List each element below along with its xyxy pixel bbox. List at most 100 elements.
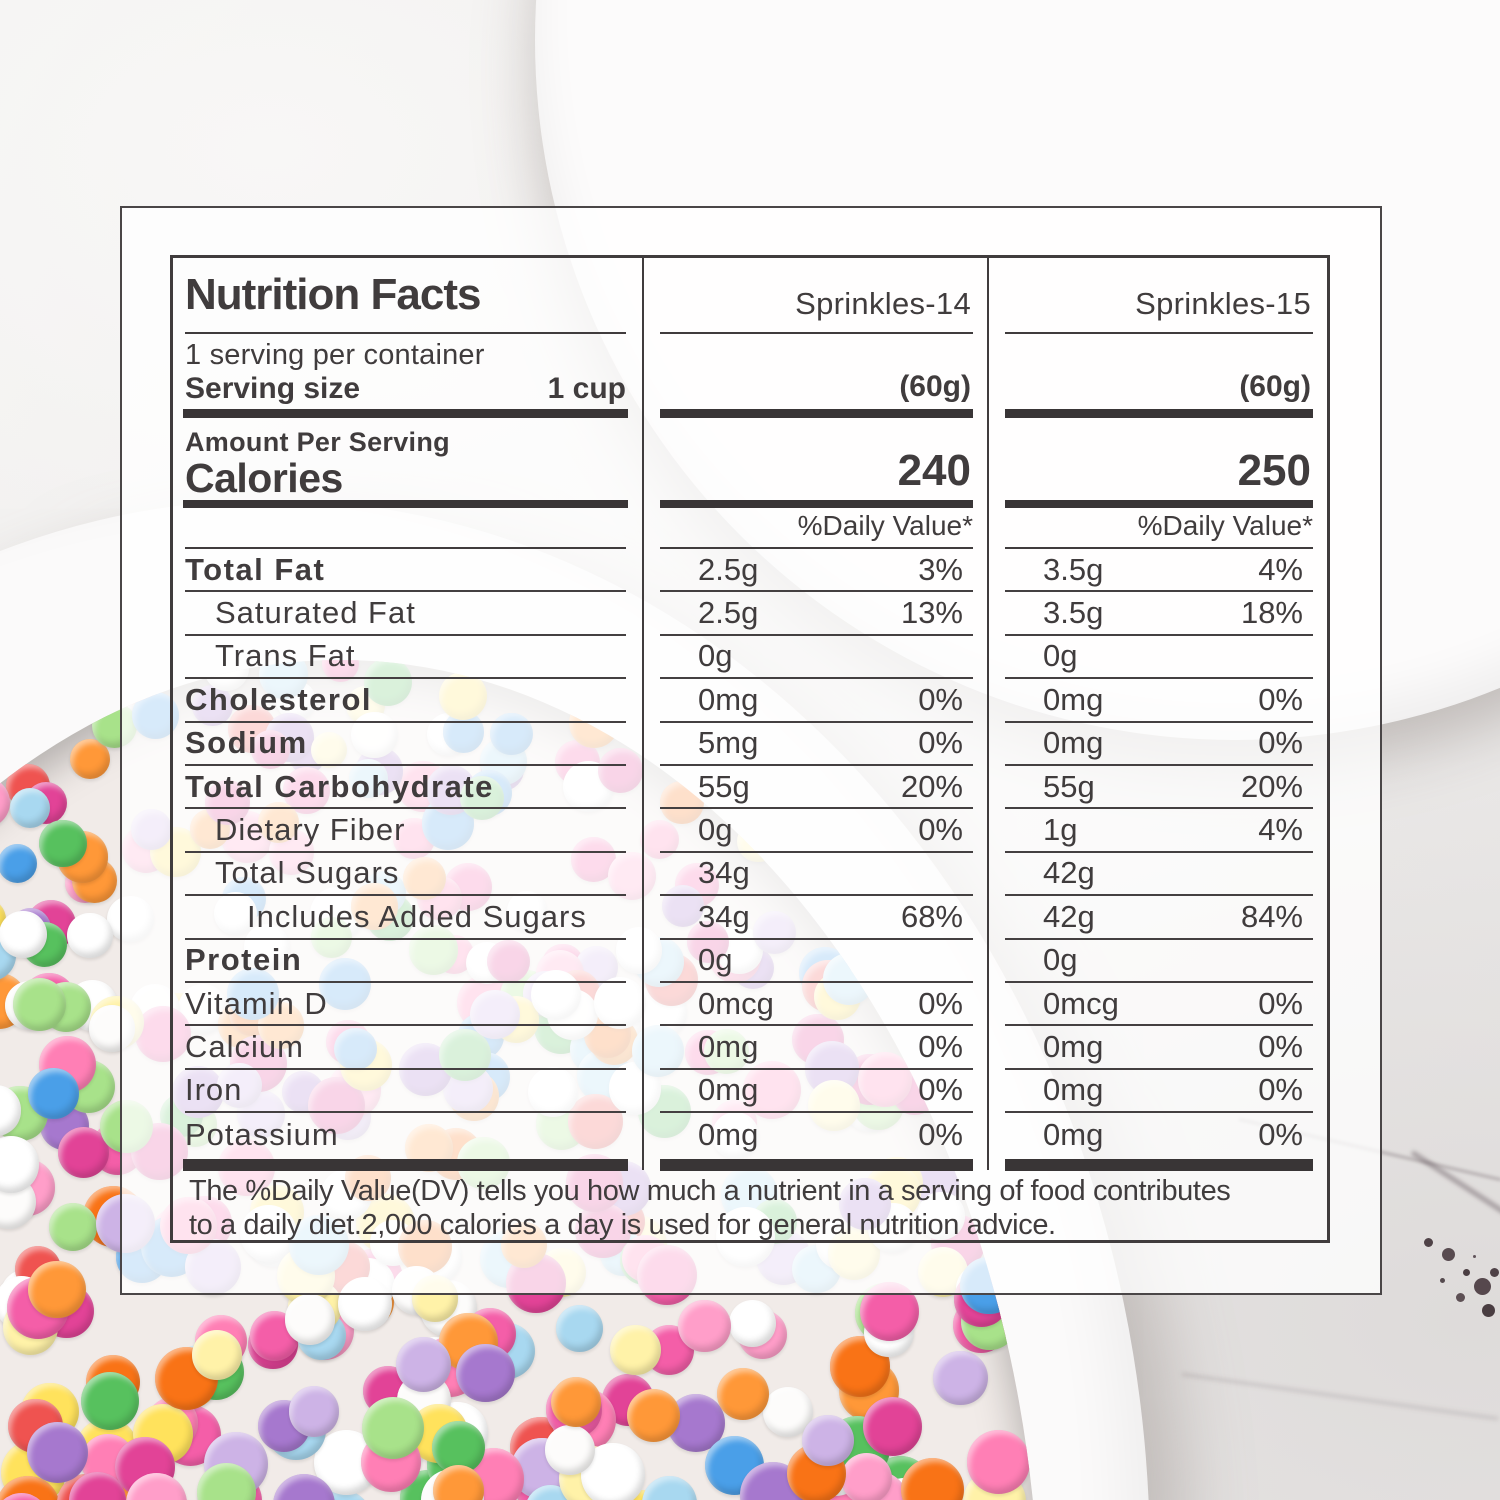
- sprinkle-dot: [49, 1203, 97, 1251]
- nutrient-row: Potassium: [185, 1113, 626, 1156]
- sprinkle-dot: [456, 1344, 515, 1403]
- nutrient-amount: 34g: [698, 855, 750, 891]
- nutrient-amount: 0mg: [1043, 681, 1104, 717]
- nutrient-row: Iron: [185, 1070, 626, 1114]
- servings-per-container: 1 serving per container: [185, 339, 485, 371]
- nutrient-amount: 34g: [698, 898, 750, 934]
- nutrient-value-row: 0mg 0%: [1005, 679, 1313, 723]
- nutrient-amount: 0mg: [698, 1116, 759, 1152]
- nutrient-amount: 55g: [698, 768, 750, 804]
- calories-label: Calories: [185, 455, 343, 501]
- sprinkle-dot: [545, 1425, 595, 1475]
- daily-value-header: %Daily Value*: [1137, 510, 1313, 541]
- nutrient-value-row: 3.5g 4%: [1005, 549, 1313, 593]
- nutrient-name: Dietary Fiber: [215, 812, 406, 848]
- nutrient-value-row: 0g: [1005, 636, 1313, 680]
- nutrient-daily-value: 0%: [918, 985, 963, 1021]
- nutrient-amount: 0mcg: [1043, 985, 1119, 1021]
- sprinkle-dot: [192, 1330, 243, 1380]
- nutrient-daily-value: 0%: [1258, 1028, 1303, 1064]
- amount-per-serving: Amount Per Serving: [185, 427, 450, 457]
- nutrient-amount: 0mg: [1043, 725, 1104, 761]
- nutrient-daily-value: 0%: [1258, 681, 1303, 717]
- nutrition-label-card: Nutrition Facts 1 serving per container …: [120, 206, 1382, 1295]
- nutrient-value-row: 42g: [1005, 853, 1313, 897]
- nutrient-value-row: 0mcg 0%: [660, 983, 973, 1027]
- nutrient-amount: 5mg: [698, 725, 759, 761]
- nutrient-value-row: 0g: [660, 636, 973, 680]
- nutrient-value-row: 0mg 0%: [1005, 723, 1313, 766]
- nutrient-value-row: 42g 84%: [1005, 896, 1313, 940]
- nutrient-daily-value: 0%: [918, 1072, 963, 1108]
- sprinkle-dot: [933, 1350, 988, 1406]
- nutrient-daily-value: 0%: [918, 681, 963, 717]
- nutrient-name-rows: Total Fat Saturated Fat Trans Fat Cholester…: [173, 549, 642, 1156]
- nutrient-daily-value: 0%: [1258, 1072, 1303, 1108]
- nutrient-amount: 1g: [1043, 812, 1078, 848]
- divider-line: [1005, 332, 1313, 334]
- nutrient-amount: 0mg: [1043, 1116, 1104, 1152]
- nutrient-amount: 42g: [1043, 855, 1095, 891]
- footnote-line-1: The %Daily Value(DV) tells you how much …: [189, 1175, 1231, 1207]
- nutrient-value-row: 0g 0%: [660, 809, 973, 853]
- nutrient-name: Total Carbohydrate: [185, 768, 494, 804]
- thick-bar: [183, 409, 628, 418]
- sprinkle-dot: [0, 843, 38, 884]
- column-divider: [642, 258, 644, 1170]
- thick-bar: [1005, 409, 1313, 418]
- sprinkle-dot: [288, 1386, 340, 1437]
- serving-size-value: 1 cup: [547, 372, 626, 405]
- nutrient-value-row: 3.5g 18%: [1005, 592, 1313, 636]
- product-2-serving-weight: (60g): [1239, 370, 1311, 403]
- nutrient-amount: 42g: [1043, 898, 1095, 934]
- marble-vein: [1181, 1372, 1499, 1421]
- sprinkle-dot: [555, 1304, 603, 1352]
- nutrient-daily-value: 0%: [918, 812, 963, 848]
- nutrient-daily-value: 20%: [1240, 768, 1303, 804]
- nutrient-name: Vitamin D: [185, 985, 328, 1021]
- product-2-name: Sprinkles-15: [1135, 286, 1311, 321]
- nutrient-value-row: 0mg 0%: [660, 1026, 973, 1070]
- nutrient-daily-value: 18%: [1240, 595, 1303, 631]
- thick-bar: [660, 409, 973, 418]
- nutrient-row: Sodium: [185, 723, 626, 766]
- divider-line: [185, 547, 626, 549]
- nutrition-facts-table: Nutrition Facts 1 serving per container …: [170, 255, 1330, 1243]
- nutrient-name: Cholesterol: [185, 681, 373, 717]
- sprinkle-dot: [551, 1377, 602, 1428]
- nutrient-amount: 0mg: [1043, 1028, 1104, 1064]
- nutrient-name: Iron: [185, 1072, 243, 1108]
- nutrient-daily-value: 0%: [918, 725, 963, 761]
- nutrient-amount: 0g: [698, 812, 733, 848]
- sprinkle-dot: [863, 1397, 923, 1457]
- nutrient-value-row: 34g: [660, 853, 973, 897]
- daily-value-footnote: The %Daily Value(DV) tells you how much …: [189, 1174, 1321, 1242]
- sprinkle-dot: [9, 787, 51, 829]
- nutrient-row: Total Fat: [185, 549, 626, 593]
- nutrient-amount: 0mcg: [698, 985, 774, 1021]
- nutrient-daily-value: 4%: [1258, 551, 1303, 587]
- nutrient-row: Total Sugars: [185, 853, 626, 897]
- thick-bar: [1005, 500, 1313, 508]
- sprinkle-dot: [28, 1068, 79, 1119]
- thick-bar: [183, 1159, 628, 1172]
- nutrient-daily-value: 68%: [900, 898, 963, 934]
- nutrient-daily-value: 0%: [1258, 725, 1303, 761]
- sprinkle-dot: [67, 912, 113, 959]
- sprinkle-dot: [728, 1300, 776, 1348]
- nutrient-amount: 0mg: [698, 681, 759, 717]
- thick-bar: [660, 1159, 973, 1172]
- nutrient-amount: 0g: [1043, 638, 1078, 674]
- nutrient-value-row: 0mg 0%: [660, 1070, 973, 1114]
- label-header: Nutrition Facts 1 serving per container …: [173, 258, 642, 549]
- sprinkle-dot: [27, 1421, 89, 1483]
- sprinkle-dot: [69, 739, 110, 780]
- nutrient-name: Trans Fat: [215, 638, 356, 674]
- sprinkle-dot: [607, 1490, 673, 1500]
- nutrient-name: Includes Added Sugars: [247, 898, 587, 934]
- product-1-calories: 240: [897, 446, 971, 495]
- marble-speckles: [1424, 1238, 1433, 1247]
- product-2-value-rows: 3.5g 4% 3.5g 18% 0g 0mg 0% 0mg 0% 55g 20% 1g 4% 42g 42…: [989, 549, 1327, 1156]
- sprinkle-dot: [28, 1260, 86, 1319]
